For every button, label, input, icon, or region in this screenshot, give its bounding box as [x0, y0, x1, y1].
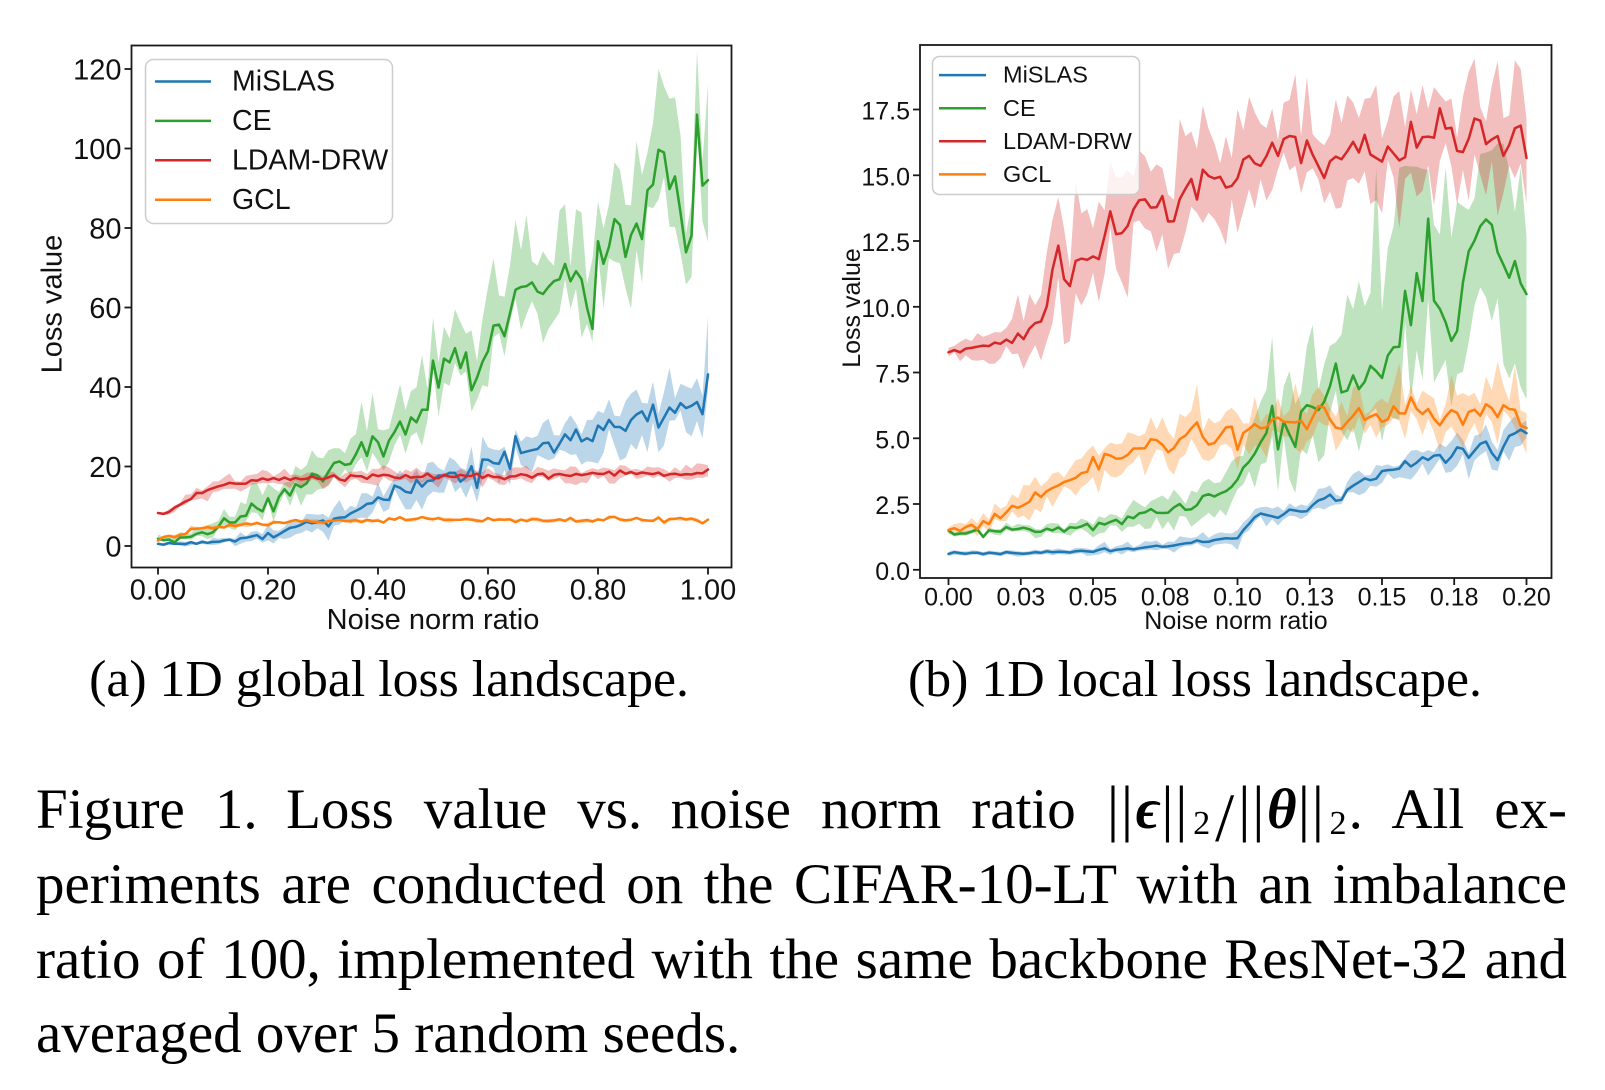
svg-text:10.0: 10.0	[861, 295, 910, 323]
svg-text:60: 60	[89, 293, 121, 325]
svg-text:40: 40	[89, 372, 121, 404]
svg-text:2.5: 2.5	[875, 492, 910, 520]
svg-text:0.03: 0.03	[996, 584, 1045, 612]
svg-text:0.20: 0.20	[240, 575, 296, 607]
svg-text:120: 120	[73, 54, 121, 86]
svg-text:Loss value: Loss value	[838, 248, 866, 368]
svg-text:0.05: 0.05	[1069, 584, 1118, 612]
svg-text:0.60: 0.60	[460, 575, 516, 607]
svg-text:LDAM-DRW: LDAM-DRW	[232, 145, 388, 177]
svg-text:Loss value: Loss value	[37, 235, 69, 374]
svg-text:CE: CE	[232, 105, 272, 137]
svg-text:12.5: 12.5	[861, 229, 910, 257]
svg-text:0.10: 0.10	[1213, 584, 1262, 612]
svg-text:LDAM-DRW: LDAM-DRW	[1003, 128, 1133, 154]
svg-text:100: 100	[73, 134, 121, 166]
svg-text:0.0: 0.0	[875, 558, 910, 586]
svg-text:MiSLAS: MiSLAS	[232, 66, 335, 98]
svg-text:0.13: 0.13	[1285, 584, 1334, 612]
svg-text:0.20: 0.20	[1502, 584, 1551, 612]
svg-text:0.18: 0.18	[1430, 584, 1479, 612]
svg-text:GCL: GCL	[232, 184, 291, 216]
svg-text:7.5: 7.5	[875, 361, 910, 389]
svg-text:0.40: 0.40	[350, 575, 406, 607]
svg-text:0.00: 0.00	[924, 584, 973, 612]
svg-text:Noise norm ratio: Noise norm ratio	[327, 604, 540, 636]
svg-text:0.80: 0.80	[570, 575, 626, 607]
svg-text:MiSLAS: MiSLAS	[1003, 62, 1088, 88]
svg-text:0: 0	[105, 531, 121, 563]
svg-text:GCL: GCL	[1003, 161, 1051, 187]
svg-text:15.0: 15.0	[861, 163, 910, 191]
svg-text:0.00: 0.00	[130, 575, 186, 607]
svg-text:1.00: 1.00	[680, 575, 736, 607]
svg-text:CE: CE	[1003, 95, 1036, 121]
svg-text:Noise norm ratio: Noise norm ratio	[1144, 607, 1327, 635]
svg-text:0.08: 0.08	[1141, 584, 1190, 612]
svg-text:0.15: 0.15	[1358, 584, 1407, 612]
svg-text:80: 80	[89, 213, 121, 245]
svg-text:17.5: 17.5	[861, 98, 910, 126]
svg-text:5.0: 5.0	[875, 426, 910, 454]
svg-text:20: 20	[89, 452, 121, 484]
